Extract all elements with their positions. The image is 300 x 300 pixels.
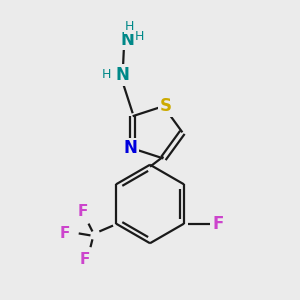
Text: F: F <box>77 204 88 219</box>
Text: N: N <box>124 140 138 158</box>
Text: N: N <box>116 66 130 84</box>
Text: H: H <box>125 20 134 33</box>
Text: F: F <box>80 252 90 267</box>
Text: N: N <box>121 31 135 49</box>
Text: H: H <box>102 68 111 82</box>
Text: F: F <box>213 214 224 232</box>
Text: F: F <box>60 226 70 241</box>
Text: H: H <box>135 30 144 43</box>
Text: S: S <box>159 97 171 115</box>
